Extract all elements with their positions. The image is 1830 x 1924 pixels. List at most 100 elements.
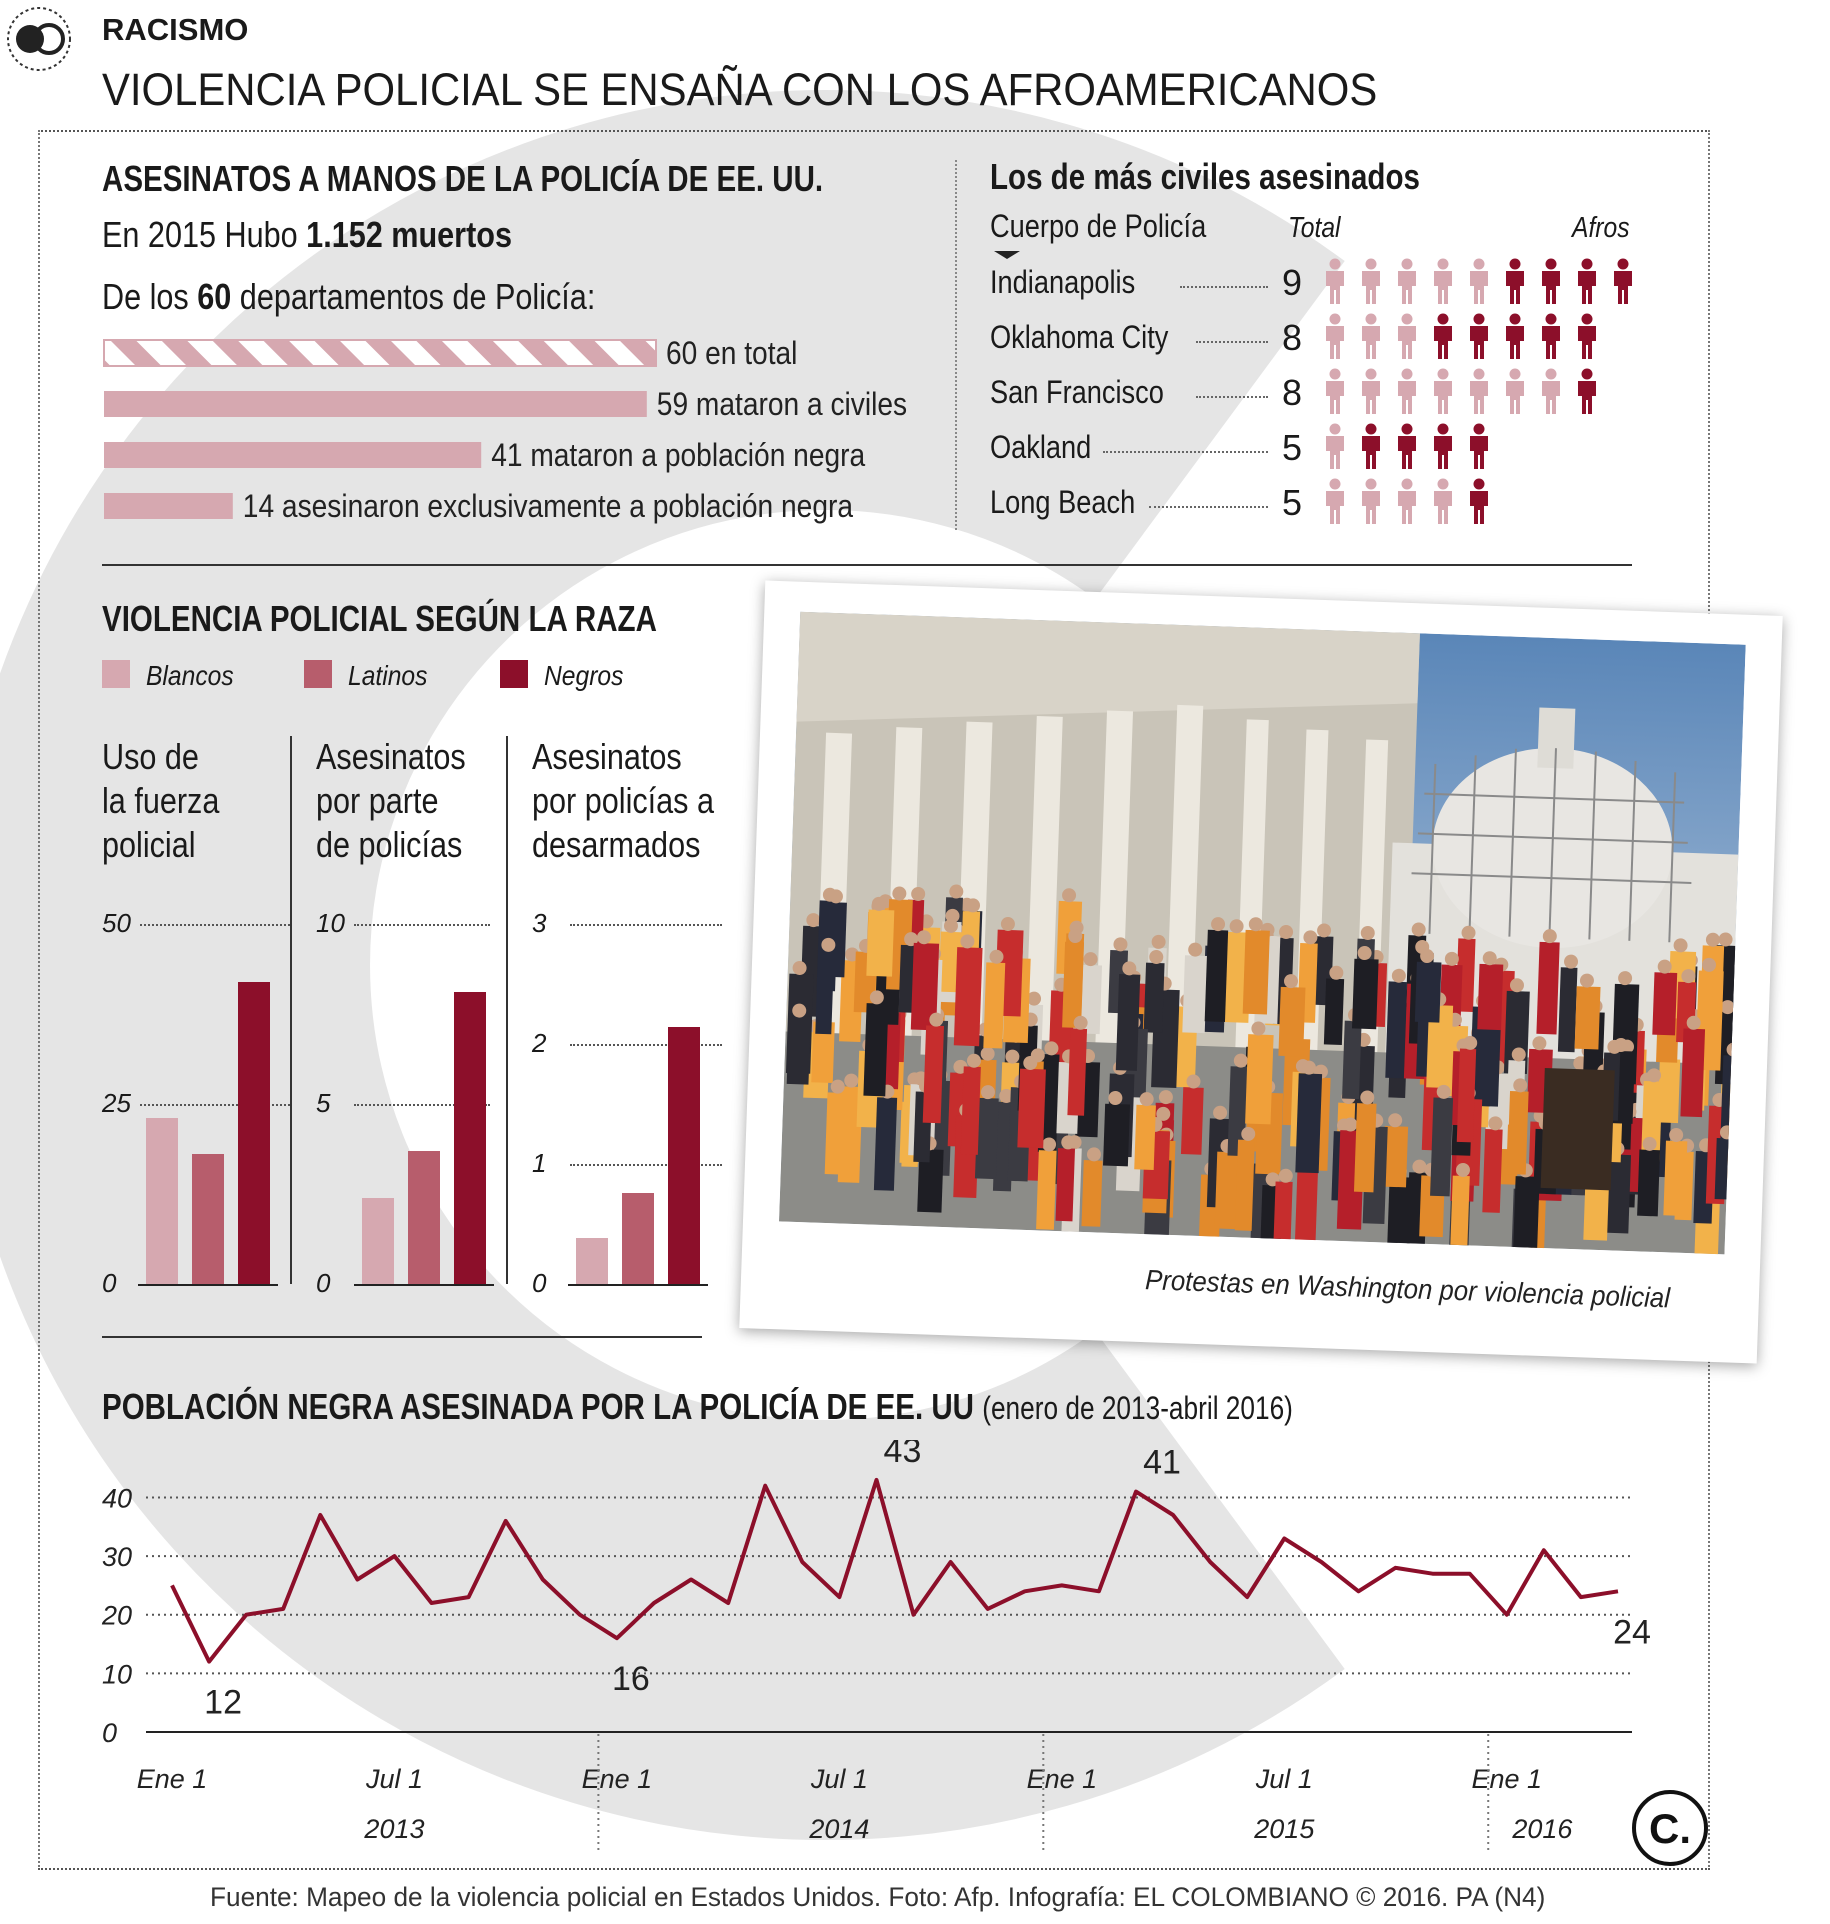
crowd-head: [1139, 1092, 1154, 1107]
timeline-x-tick: Jul 1: [365, 1764, 423, 1794]
department-name: Indianapolis: [990, 264, 1136, 300]
person-icon: [1576, 258, 1598, 304]
capitol-protest-photo: [779, 611, 1746, 1255]
source-footer: Fuente: Mapeo de la violencia policial e…: [210, 1882, 1546, 1912]
killings-total: En 2015 Hubo 1.152 muertos: [102, 214, 512, 255]
section-label: RACISMO: [102, 12, 249, 47]
crowd-figure: [1273, 1181, 1293, 1249]
crowd-head: [980, 1085, 995, 1100]
timeline-x-tick: Ene 1: [137, 1764, 208, 1794]
crowd-head: [966, 1053, 981, 1068]
crowd-figure: [1714, 1138, 1740, 1200]
race-gridline: [570, 1044, 722, 1046]
crowd-figure: [873, 1097, 898, 1191]
crowd-figure: [910, 942, 940, 1031]
crowd-head: [1303, 930, 1318, 945]
crowd-figure: [815, 950, 835, 1035]
crowd-figure: [1062, 941, 1085, 1028]
crowd-head: [1188, 942, 1203, 957]
person-icon: [1540, 258, 1562, 304]
race-panel-title: policial: [102, 824, 196, 865]
department-total: 9: [1282, 262, 1303, 303]
crowd-head: [892, 886, 907, 901]
crowd-figure: [1469, 1006, 1494, 1107]
crowd-figure: [1342, 1020, 1362, 1100]
race-panel-title: desarmados: [532, 824, 701, 865]
panel-divider-1: [290, 736, 292, 1284]
timeline-year-label: 2015: [1253, 1814, 1315, 1844]
killings-bar-label: 59 mataron a civiles: [657, 387, 907, 422]
timeline-annotation: 43: [884, 1440, 922, 1470]
race-gridline: [140, 1104, 290, 1106]
department-total: 8: [1282, 317, 1303, 358]
section-rule: [102, 564, 1632, 566]
killings-bar: [103, 339, 657, 367]
crowd-head: [1618, 971, 1633, 986]
legend-label-negros: Negros: [544, 660, 624, 691]
crowd-figure: [1294, 1160, 1319, 1247]
race-baseline: [138, 1284, 278, 1286]
person-icon: [1432, 258, 1454, 304]
legend-label-blancos: Blancos: [146, 660, 234, 691]
crowd-figure: [1081, 1160, 1103, 1227]
crowd-head: [1005, 1049, 1020, 1064]
timeline-year-label: 2014: [808, 1814, 869, 1844]
crowd-figure: [1652, 972, 1678, 1036]
crowd-head: [871, 896, 886, 911]
crowd-figure: [974, 1097, 999, 1180]
crowd-figure: [863, 1003, 889, 1097]
crowd-head: [904, 932, 919, 947]
timeline-annotation: 12: [204, 1684, 242, 1722]
crowd-head: [1061, 1135, 1076, 1150]
person-icon: [1504, 258, 1526, 304]
svg-text:C.: C.: [1649, 1805, 1691, 1852]
race-bar: [192, 1154, 224, 1284]
photo-caption: Protestas en Washington por violencia po…: [1144, 1264, 1671, 1314]
timeline-x-tick: Ene 1: [1027, 1764, 1098, 1794]
crowd-figure: [1017, 1068, 1046, 1149]
timeline-y-tick: 10: [102, 1659, 132, 1689]
crowd-figure: [1351, 958, 1379, 1030]
crowd-head: [1463, 1035, 1478, 1050]
crowd-figure: [1574, 986, 1601, 1050]
crowd-figure: [1482, 1129, 1503, 1213]
race-gridline: [570, 924, 722, 926]
crowd-figure: [1214, 1151, 1239, 1230]
crowd-head: [1329, 965, 1344, 980]
legend-swatch-blancos: [102, 660, 130, 688]
race-panel-title: Asesinatos: [532, 736, 682, 777]
killings-bar: [104, 442, 482, 468]
timeline-x-tick: Jul 1: [1255, 1764, 1313, 1794]
crowd-figure: [866, 909, 895, 977]
crowd-figure: [1134, 1104, 1156, 1170]
race-panel-title: de policías: [316, 824, 463, 865]
section-divider: [955, 160, 957, 530]
crowd-head: [1657, 959, 1672, 974]
person-icon: [1324, 423, 1346, 469]
section-rule-2: [102, 1336, 702, 1338]
crowd-figure: [1055, 1148, 1075, 1222]
legend-swatch-latinos: [304, 660, 332, 688]
crowd-head: [1149, 950, 1164, 965]
crowd-figure: [1477, 963, 1504, 1031]
person-icon: [1432, 478, 1454, 524]
race-bar: [622, 1192, 654, 1284]
person-icon: [1468, 258, 1490, 304]
col-afros-header: Afros: [1572, 212, 1630, 244]
crowd-figure: [1430, 1097, 1454, 1197]
crowd-head: [1068, 929, 1083, 944]
crowd-figure: [1386, 1176, 1412, 1255]
person-icon: [1468, 423, 1490, 469]
crowd-head: [1073, 1015, 1088, 1030]
crowd-head: [1278, 1168, 1293, 1183]
department-total: 5: [1282, 482, 1303, 523]
crowd-head: [989, 949, 1004, 964]
timeline-annotation: 16: [612, 1660, 650, 1698]
department-total: 8: [1282, 372, 1303, 413]
timeline-year-label: 2013: [363, 1814, 424, 1844]
crowd-head: [1673, 938, 1688, 953]
crowd-head: [1279, 924, 1294, 939]
crowd-head: [1044, 1041, 1059, 1056]
crowd-figure: [1182, 955, 1208, 1034]
crowd-figure: [1557, 967, 1578, 1053]
